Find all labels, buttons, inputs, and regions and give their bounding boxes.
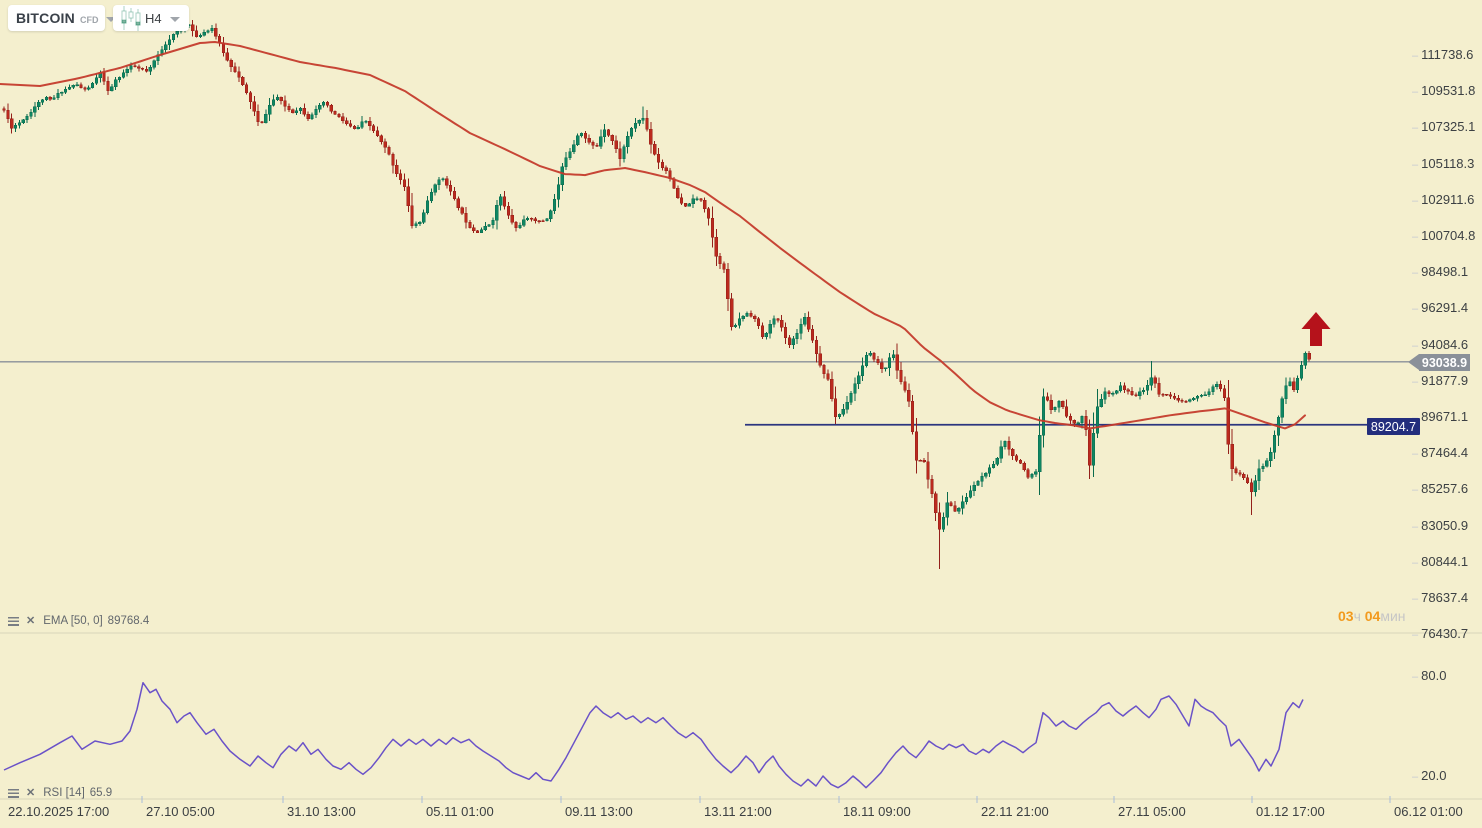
chevron-down-icon <box>169 16 180 22</box>
up-arrow-annotation[interactable] <box>1301 312 1331 346</box>
price-axis-label: –83050.9 <box>1412 517 1469 533</box>
current-price-tag: 93038.9 <box>1419 354 1470 371</box>
countdown-hours: 03 <box>1338 608 1354 624</box>
time-axis-label: 22.11 21:00 <box>981 804 1049 819</box>
time-ticks <box>141 796 1391 803</box>
rsi-axis-label: –80.0 <box>1412 668 1447 683</box>
current-price-tag-pointer <box>1408 354 1419 370</box>
price-axis-label: –102911.6 <box>1412 191 1475 207</box>
indicator-close-icon[interactable]: ✕ <box>26 787 36 799</box>
interval-selector[interactable]: H4 <box>113 5 189 31</box>
price-axis-label: –109531.8 <box>1412 83 1476 99</box>
candlestick-style-icon <box>121 6 141 31</box>
price-axis-label: –80844.1 <box>1412 553 1469 569</box>
rsi-indicator-row: ✕ RSI [14] 65.9 <box>8 786 112 800</box>
chevron-down-icon <box>106 16 117 22</box>
interval-label: H4 <box>145 10 162 26</box>
price-axis-label: –96291.4 <box>1412 300 1469 316</box>
price-axis-label: –89671.1 <box>1412 409 1469 425</box>
ema-value: 89768.4 <box>107 615 150 627</box>
rsi-axis-label: –20.0 <box>1412 768 1447 783</box>
time-axis-label: 27.11 05:00 <box>1118 804 1186 819</box>
symbol-market-badge: CFD <box>79 14 99 25</box>
time-axis-label: 01.12 17:00 <box>1256 804 1325 819</box>
rsi-line <box>3 681 1304 789</box>
symbol-selector[interactable]: BITCOIN CFD <box>8 5 117 31</box>
indicator-close-icon[interactable]: ✕ <box>26 615 36 627</box>
ema-label: EMA [50, 0] <box>43 615 103 627</box>
candles-group <box>2 19 1311 570</box>
price-axis-label: –105118.3 <box>1412 155 1475 171</box>
price-axis-label: –98498.1 <box>1412 264 1469 280</box>
price-axis-label: –111738.6 <box>1412 47 1474 62</box>
bar-close-countdown: 03ч 04мин <box>1338 608 1406 624</box>
time-axis-label: 05.11 01:00 <box>426 804 494 819</box>
countdown-minutes-unit: мин <box>1380 608 1406 624</box>
price-axis-label: –100704.8 <box>1412 228 1476 244</box>
time-axis-label: 09.11 13:00 <box>565 804 633 819</box>
time-axis-label: 18.11 09:00 <box>843 804 911 819</box>
price-axis-label: –85257.6 <box>1412 481 1469 497</box>
countdown-minutes: 04 <box>1364 608 1381 624</box>
rsi-value: 65.9 <box>89 787 113 799</box>
price-axis-label: –78637.4 <box>1412 590 1469 606</box>
price-axis-label: –91877.9 <box>1412 372 1469 388</box>
ema-line <box>0 41 1306 430</box>
price-axis-label: –76430.7 <box>1412 626 1469 642</box>
ema-indicator-row: ✕ EMA [50, 0] 89768.4 <box>8 614 149 628</box>
time-axis-label: 13.11 21:00 <box>704 804 772 819</box>
time-axis-label: 27.10 05:00 <box>146 804 215 819</box>
indicator-settings-icon[interactable] <box>8 788 19 798</box>
time-axis-label: 31.10 13:00 <box>287 804 356 819</box>
price-level-tag[interactable]: 89204.7 <box>1367 418 1420 435</box>
price-axis-label: –94084.6 <box>1412 336 1469 352</box>
time-axis-label: 22.10.2025 17:00 <box>8 804 110 819</box>
rsi-label: RSI [14] <box>43 787 85 799</box>
price-axis-label: –87464.4 <box>1412 445 1469 461</box>
price-axis-label: –107325.1 <box>1412 119 1476 135</box>
countdown-hours-unit: ч <box>1353 608 1361 624</box>
symbol-name: BITCOIN <box>16 10 75 26</box>
time-axis-label: 06.12 01:00 <box>1394 804 1463 819</box>
indicator-settings-icon[interactable] <box>8 616 19 626</box>
